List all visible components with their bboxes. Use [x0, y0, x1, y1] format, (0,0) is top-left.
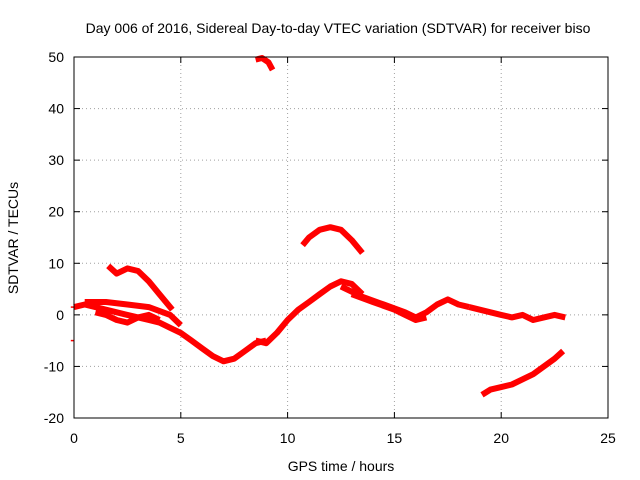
series-arc-main-7 — [468, 304, 566, 323]
series-arc-early-hump — [106, 263, 175, 312]
y-axis-label: SDTVAR / TECUs — [5, 182, 21, 294]
series-arc-main-3 — [94, 309, 161, 326]
series-layer — [70, 55, 566, 398]
chart-title: Day 006 of 2016, Sidereal Day-to-day VTE… — [86, 20, 591, 36]
series-arc-main-4 — [254, 278, 365, 347]
series-arc-midday-hump — [300, 224, 365, 255]
axis-ticks — [73, 56, 609, 419]
y-tick-label: 20 — [48, 204, 64, 220]
grid — [74, 57, 608, 418]
x-tick-label: 0 — [70, 430, 78, 446]
series-arc-top-fragment — [254, 55, 276, 72]
x-tick-label: 5 — [177, 430, 185, 446]
series-arc-main-2 — [84, 299, 183, 328]
y-tick-label: -10 — [44, 358, 64, 374]
axis-tick-labels: 0 5 10 15 20 25 -20 -10 0 10 20 30 40 50 — [44, 49, 616, 446]
x-axis-label: GPS time / hours — [288, 458, 395, 474]
series-arc-late-negative — [480, 348, 566, 398]
series-arc-main-1 — [73, 301, 267, 365]
x-tick-label: 20 — [493, 430, 509, 446]
y-tick-label: 40 — [48, 101, 64, 117]
y-tick-label: 30 — [48, 152, 64, 168]
y-tick-label: -20 — [44, 410, 64, 426]
y-tick-label: 0 — [56, 307, 64, 323]
plot-frame — [73, 56, 609, 419]
x-tick-label: 15 — [387, 430, 403, 446]
x-tick-label: 10 — [280, 430, 296, 446]
y-tick-label: 10 — [48, 255, 64, 271]
y-tick-label: 50 — [48, 49, 64, 65]
series-arc-main-6 — [350, 291, 428, 323]
x-tick-label: 25 — [600, 430, 616, 446]
